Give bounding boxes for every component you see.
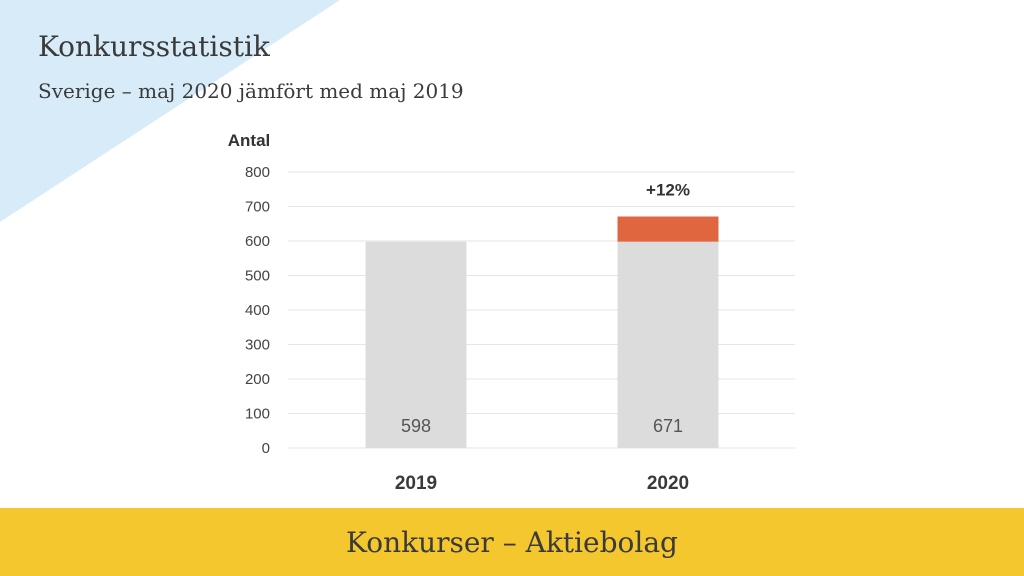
y-tick-label: 700 <box>245 199 270 216</box>
x-tick-label: 2020 <box>647 473 689 494</box>
y-axis-label: Antal <box>228 131 271 150</box>
bar-value-label: 671 <box>653 416 683 436</box>
bar-value-label: 598 <box>401 416 431 436</box>
chart-gridlines <box>288 171 795 449</box>
footer-label: Konkurser – Aktiebolag <box>346 525 678 559</box>
y-tick-label: 400 <box>245 302 270 319</box>
bar-chart: 0 100 200 300 400 500 600 700 800 Antal 598 671 2… <box>228 131 795 494</box>
y-tick-label: 0 <box>262 440 270 457</box>
bar-2019 <box>365 241 467 448</box>
y-tick-label: 100 <box>245 406 270 423</box>
bar-increase-segment <box>617 216 719 242</box>
page-subtitle: Sverige – maj 2020 jämfört med maj 2019 <box>38 79 464 103</box>
y-tick-label: 600 <box>245 233 270 250</box>
y-tick-label: 500 <box>245 268 270 285</box>
y-tick-label: 800 <box>245 164 270 181</box>
y-tick-label: 300 <box>245 337 270 354</box>
increase-percent-label: +12% <box>646 181 690 200</box>
chart-bars: 598 671 <box>365 216 719 448</box>
x-tick-label: 2019 <box>395 473 437 494</box>
footer-banner: Konkurser – Aktiebolag <box>0 508 1024 576</box>
y-tick-label: 200 <box>245 371 270 388</box>
page-title: Konkursstatistik <box>38 30 270 63</box>
bar-2020 <box>617 241 719 448</box>
y-axis-ticks: 0 100 200 300 400 500 600 700 800 <box>245 164 270 457</box>
x-axis-ticks: 2019 2020 <box>395 473 689 494</box>
